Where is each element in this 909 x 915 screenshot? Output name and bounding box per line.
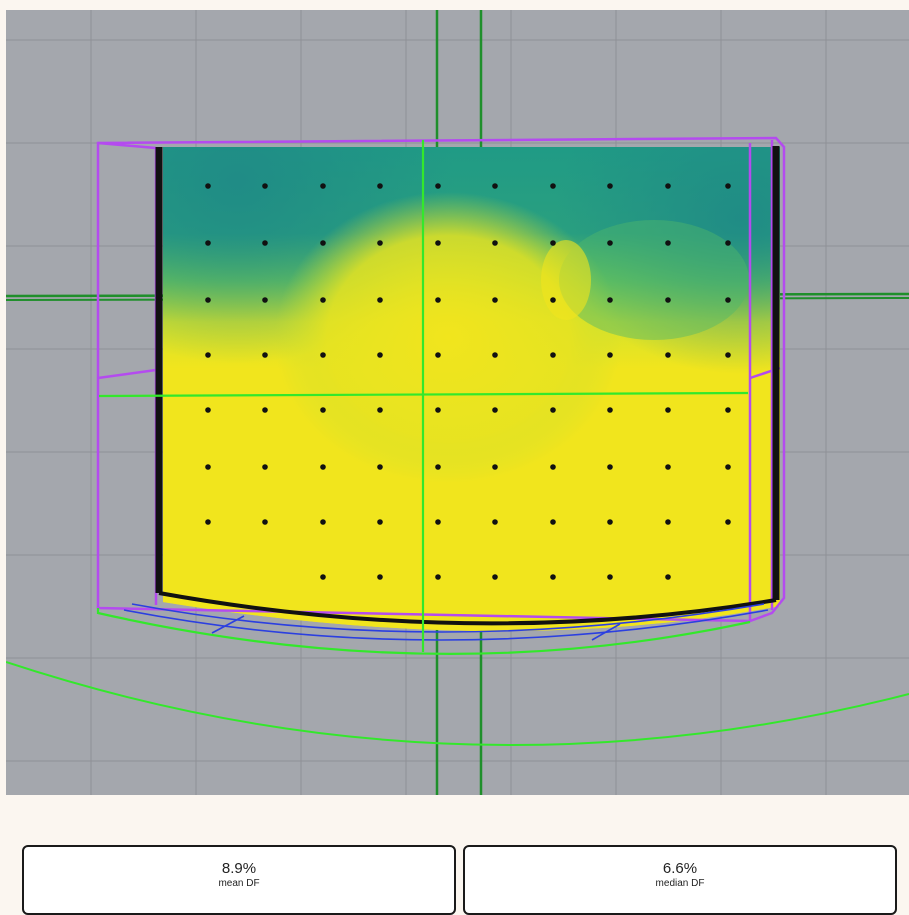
dot-icon (725, 183, 731, 189)
dot-icon (320, 183, 326, 189)
dot-icon (492, 519, 498, 525)
dot-icon (492, 183, 498, 189)
dot-icon (262, 352, 268, 358)
dot-icon (320, 240, 326, 246)
dot-icon (665, 183, 671, 189)
dot-icon (320, 574, 326, 580)
dot-icon (377, 183, 383, 189)
dot-icon (492, 240, 498, 246)
dot-icon (262, 407, 268, 413)
dot-icon (607, 574, 613, 580)
dot-icon (377, 519, 383, 525)
dot-icon (262, 519, 268, 525)
dot-icon (435, 464, 441, 470)
dot-icon (492, 407, 498, 413)
median-df-value: 6.6% (662, 860, 698, 877)
dot-icon (725, 240, 731, 246)
sensor-grid (205, 183, 731, 580)
dot-icon (320, 297, 326, 303)
dot-icon (550, 183, 556, 189)
dot-icon (492, 574, 498, 580)
dot-icon (320, 464, 326, 470)
dot-icon (665, 240, 671, 246)
3d-viewport[interactable] (6, 10, 909, 795)
mean-df-card: 8.9% mean DF (22, 845, 456, 915)
dot-icon (377, 464, 383, 470)
dot-icon (607, 183, 613, 189)
room-centerlines (96, 140, 751, 655)
dot-icon (607, 352, 613, 358)
dot-icon (262, 464, 268, 470)
dot-icon (377, 407, 383, 413)
mean-df-value: 8.9% (221, 860, 257, 877)
dot-icon (320, 407, 326, 413)
dot-icon (550, 297, 556, 303)
dot-icon (492, 297, 498, 303)
dot-icon (550, 352, 556, 358)
dot-icon (665, 464, 671, 470)
dot-icon (435, 297, 441, 303)
dot-icon (435, 183, 441, 189)
dot-icon (205, 297, 211, 303)
dot-icon (550, 240, 556, 246)
dot-icon (377, 240, 383, 246)
dot-icon (435, 352, 441, 358)
dot-icon (607, 297, 613, 303)
dot-icon (205, 352, 211, 358)
dot-icon (725, 352, 731, 358)
dot-icon (262, 183, 268, 189)
dot-icon (607, 240, 613, 246)
dot-icon (435, 574, 441, 580)
median-df-card: 6.6% median DF (463, 845, 897, 915)
dot-icon (435, 240, 441, 246)
daylight-factor-heatmap (163, 147, 780, 632)
dot-icon (377, 574, 383, 580)
dot-icon (550, 407, 556, 413)
dot-icon (435, 519, 441, 525)
dot-icon (205, 519, 211, 525)
dot-icon (665, 297, 671, 303)
mean-df-label: mean DF (218, 878, 260, 889)
dot-icon (665, 519, 671, 525)
dot-icon (320, 352, 326, 358)
dot-icon (262, 297, 268, 303)
dot-icon (377, 297, 383, 303)
floor-edges (123, 603, 769, 641)
dot-icon (205, 464, 211, 470)
dot-icon (725, 407, 731, 413)
dot-icon (665, 407, 671, 413)
dot-icon (550, 574, 556, 580)
dot-icon (725, 297, 731, 303)
dot-icon (607, 407, 613, 413)
viewport-scene (6, 10, 909, 795)
dot-icon (665, 574, 671, 580)
dot-icon (725, 519, 731, 525)
dot-icon (205, 183, 211, 189)
dot-icon (492, 464, 498, 470)
dot-icon (725, 464, 731, 470)
room-boundary (155, 146, 780, 626)
dot-icon (205, 407, 211, 413)
dot-icon (665, 352, 671, 358)
dot-icon (435, 407, 441, 413)
dot-icon (205, 240, 211, 246)
dot-icon (320, 519, 326, 525)
dot-icon (492, 352, 498, 358)
dot-icon (550, 519, 556, 525)
dot-icon (377, 352, 383, 358)
median-df-label: median DF (655, 878, 705, 889)
ground-arc (6, 661, 909, 746)
dot-icon (550, 464, 556, 470)
dot-icon (607, 464, 613, 470)
dot-icon (607, 519, 613, 525)
dot-icon (262, 240, 268, 246)
